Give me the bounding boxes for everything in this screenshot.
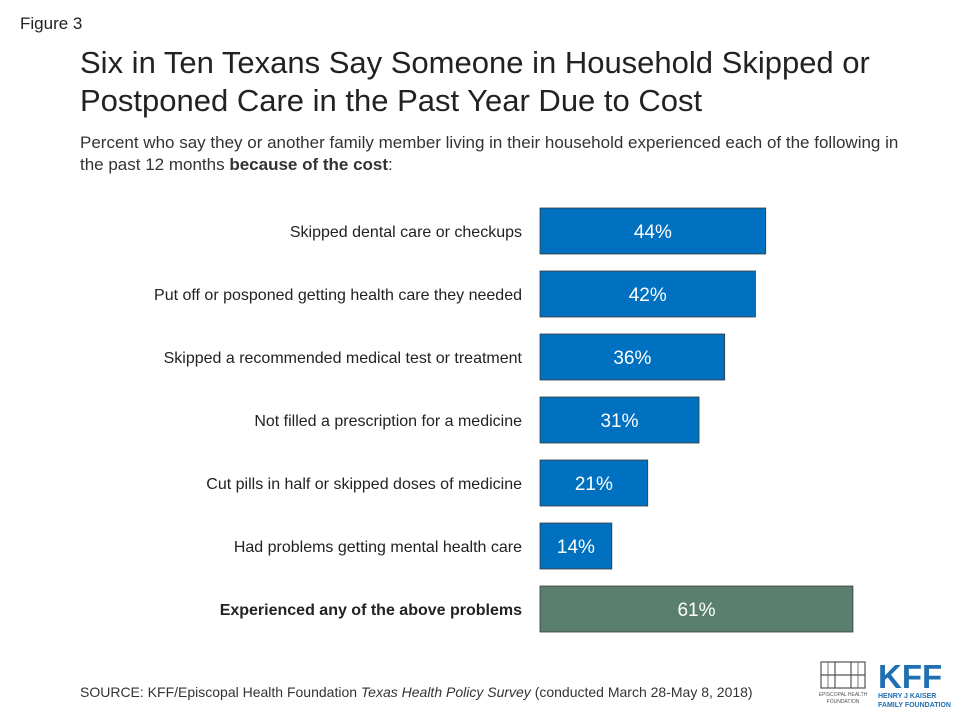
bar-value-label: 14% xyxy=(557,537,595,558)
bar-value-label: 36% xyxy=(613,348,651,369)
ehf-logo-line1: EPISCOPAL HEALTH xyxy=(819,692,868,698)
bar-total xyxy=(539,585,854,633)
bar-value-label: 21% xyxy=(575,474,613,495)
kff-logo-line2: FAMILY FOUNDATION xyxy=(878,702,951,709)
bar-value-label: 44% xyxy=(634,222,672,243)
subtitle-end: : xyxy=(388,155,393,174)
bar-chart: 44% Skipped dental care or checkups 42% Put… xyxy=(154,207,854,633)
kff-logo: KFF HENRY J KAISER FAMILY FOUNDATION xyxy=(878,658,951,709)
ehf-logo-line2: FOUNDATION xyxy=(827,699,860,705)
category-label: Had problems getting mental health care xyxy=(234,539,522,556)
bar-value-label: 31% xyxy=(600,411,638,432)
episcopal-health-foundation-logo: EPISCOPAL HEALTH FOUNDATION xyxy=(819,661,868,705)
bar xyxy=(539,459,649,507)
kff-logo-wordmark: KFF xyxy=(878,658,942,695)
bar xyxy=(539,333,726,381)
kff-logo-line1: HENRY J KAISER xyxy=(878,693,936,700)
subtitle-text: Percent who say they or another family m… xyxy=(80,133,899,174)
source-survey-name: Texas Health Policy Survey xyxy=(360,684,531,700)
category-label: Experienced any of the above problems xyxy=(220,602,522,619)
source-prefix: SOURCE: KFF/Episcopal Health Foundation xyxy=(80,684,361,700)
bar-value-label: 61% xyxy=(677,600,715,621)
figure-label: Figure 3 xyxy=(20,14,83,33)
category-label: Put off or posponed getting health care … xyxy=(154,287,522,304)
subtitle-emphasis: because of the cost xyxy=(229,155,389,174)
bar xyxy=(539,270,756,318)
bar xyxy=(539,207,767,255)
category-label: Not filled a prescription for a medicine xyxy=(254,413,522,430)
bar-value-label: 42% xyxy=(629,285,667,306)
category-label: Skipped dental care or checkups xyxy=(290,224,522,241)
bar xyxy=(539,522,613,570)
chart-title: Six in Ten Texans Say Someone in Househo… xyxy=(80,45,870,118)
source-note: SOURCE: KFF/Episcopal Health Foundation … xyxy=(80,684,753,700)
bar xyxy=(539,396,700,444)
category-label: Skipped a recommended medical test or tr… xyxy=(164,350,523,367)
chart-subtitle: Percent who say they or another family m… xyxy=(80,132,900,176)
source-suffix: (conducted March 28-May 8, 2018) xyxy=(530,684,753,700)
category-label: Cut pills in half or skipped doses of me… xyxy=(206,476,522,493)
